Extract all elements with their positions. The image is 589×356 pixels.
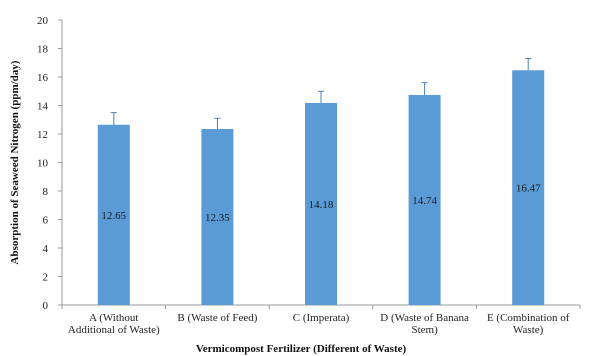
- bars: [97, 70, 545, 306]
- category-label: B (Waste of Feed): [177, 312, 257, 324]
- data-labels: 12.65 12.35 14.18 14.74 16.47: [101, 183, 541, 224]
- y-axis-ticks: 0 2 4 6 8 10 12 14 16 18 20: [37, 15, 62, 312]
- bar: [512, 70, 545, 306]
- y-tick-label: 0: [43, 300, 49, 312]
- category-label: E (Combination of Waste): [487, 312, 570, 336]
- bar: [97, 124, 130, 305]
- error-bars: [110, 57, 532, 130]
- y-tick-label: 6: [43, 215, 49, 227]
- y-tick-label: 10: [37, 158, 49, 170]
- bar: [201, 129, 234, 305]
- bar: [408, 94, 441, 305]
- y-tick-label: 18: [37, 44, 49, 56]
- y-tick-label: 16: [37, 72, 49, 84]
- y-tick-label: 4: [43, 243, 49, 255]
- data-label: 12.35: [205, 212, 230, 224]
- category-label: A (Without Additional of Waste): [68, 312, 160, 336]
- y-tick-label: 2: [43, 272, 49, 284]
- x-axis-categories: A (Without Additional of Waste) B (Waste o…: [68, 312, 570, 336]
- data-label: 14.18: [309, 199, 334, 211]
- data-label: 14.74: [412, 195, 437, 207]
- data-label: 16.47: [516, 183, 541, 195]
- bar: [305, 102, 337, 305]
- y-tick-label: 8: [43, 186, 49, 198]
- category-label: C (Imperata): [293, 312, 350, 324]
- category-label: D (Waste of Banana Stem): [380, 312, 469, 336]
- data-label: 12.65: [101, 210, 126, 222]
- y-tick-label: 20: [37, 15, 49, 27]
- y-axis-title: Absorption of Seaweed Nitrogen (ppm/day): [9, 60, 21, 264]
- x-axis-title: Vermicompost Fertilizer (Different of Wa…: [196, 343, 407, 355]
- y-tick-label: 14: [37, 101, 49, 113]
- y-tick-label: 12: [37, 129, 48, 141]
